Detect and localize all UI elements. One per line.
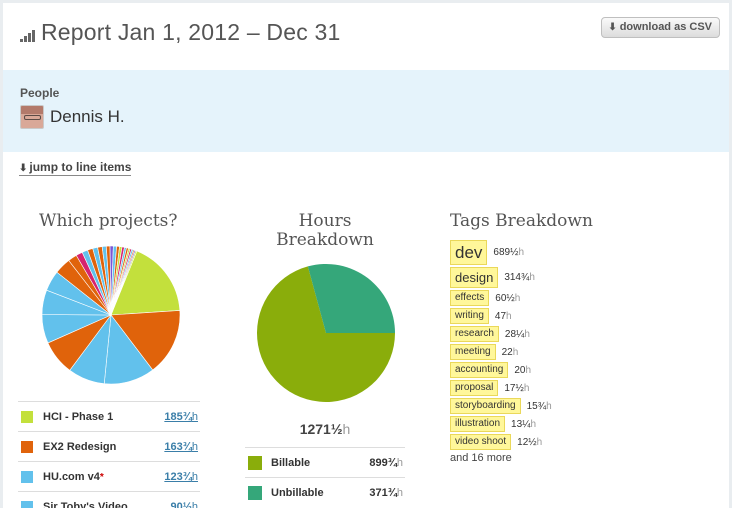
tag-hours: 12½h <box>517 436 543 448</box>
project-legend-row[interactable]: HU.com v4* 123¾h <box>18 461 200 491</box>
tag-row: effects 60½h <box>450 290 690 306</box>
tag-proposal[interactable]: proposal <box>450 380 499 396</box>
person-entry[interactable]: Dennis H. <box>20 105 125 129</box>
report-page: Report Jan 1, 2012 – Dec 31 ⬇ download as… <box>3 3 729 508</box>
legend-swatch <box>21 500 33 508</box>
project-legend-row[interactable]: Sir Toby's Video 90½h <box>18 491 200 508</box>
hours-pie-slice-0[interactable] <box>257 266 395 402</box>
tags-list: dev 689½h design 314¾h effects 60½h writing 47h… <box>450 240 690 464</box>
tag-row: proposal 17½h <box>450 380 690 396</box>
project-hours-link[interactable]: 90½h <box>170 500 198 508</box>
tag-hours: 689½h <box>493 247 525 258</box>
tag-hours: 20h <box>514 364 532 376</box>
tag-dev[interactable]: dev <box>450 240 488 265</box>
people-panel: People Dennis H. <box>3 70 729 152</box>
project-legend-row[interactable]: EX2 Redesign 163¾h <box>18 431 200 461</box>
download-arrow-icon: ⬇ <box>608 22 617 33</box>
download-csv-button[interactable]: ⬇ download as CSV <box>601 17 720 38</box>
project-name: Sir Toby's Video <box>43 500 128 508</box>
legend-swatch <box>21 410 33 423</box>
asterisk-mark: * <box>99 471 104 483</box>
legend-swatch <box>248 485 262 500</box>
tag-meeting[interactable]: meeting <box>450 344 496 360</box>
tag-hours: 17½h <box>504 382 530 394</box>
hours-legend-row: Unbillable 371¾h <box>245 477 405 507</box>
tag-row: research 28¼h <box>450 326 690 342</box>
jump-to-line-items-link[interactable]: ⬇ jump to line items <box>19 160 132 176</box>
tag-video-shoot[interactable]: video shoot <box>450 434 512 450</box>
hours-pie-slice-1[interactable] <box>307 264 395 333</box>
project-name: EX2 Redesign <box>43 440 117 453</box>
projects-legend: HCI - Phase 1 185¾h EX2 Redesign 163¾h HU.co… <box>18 401 200 508</box>
tag-row: video shoot 12½h <box>450 434 690 450</box>
project-name: HCI - Phase 1 <box>43 410 114 423</box>
tags-more-link[interactable]: and 16 more <box>450 452 512 464</box>
tag-row: illustration 13¼h <box>450 416 690 432</box>
projects-pie-slice-0[interactable] <box>110 250 181 316</box>
report-header: Report Jan 1, 2012 – Dec 31 ⬇ download as… <box>3 3 729 70</box>
project-hours-link[interactable]: 185¾h <box>164 410 198 423</box>
report-bars-icon <box>20 30 36 42</box>
tags-title: Tags Breakdown <box>450 211 593 231</box>
projects-title: Which projects? <box>39 211 178 231</box>
person-name: Dennis H. <box>50 107 125 126</box>
project-name: HU.com v4* <box>43 470 104 483</box>
hours-category: Billable <box>271 456 311 469</box>
hours-pie-chart <box>257 264 395 402</box>
tag-illustration[interactable]: illustration <box>450 416 506 432</box>
legend-swatch <box>21 440 33 453</box>
avatar <box>20 105 44 129</box>
hours-title: Hours Breakdown <box>276 211 374 250</box>
tag-hours: 60½h <box>495 292 521 304</box>
tag-row: accounting 20h <box>450 362 690 378</box>
people-label: People <box>20 86 60 100</box>
tag-storyboarding[interactable]: storyboarding <box>450 398 521 414</box>
projects-pie-slice-29[interactable] <box>110 250 138 316</box>
tag-hours: 47h <box>494 310 512 322</box>
tag-hours: 15¾h <box>526 400 552 412</box>
legend-swatch <box>21 470 33 483</box>
projects-pie-slice-1[interactable] <box>110 310 181 371</box>
hours-legend: Billable 899¾h Unbillable 371¾h <box>245 447 405 507</box>
tag-hours: 22h <box>501 346 519 358</box>
tag-row: dev 689½h <box>450 240 690 265</box>
tag-row: writing 47h <box>450 308 690 324</box>
project-legend-row[interactable]: HCI - Phase 1 185¾h <box>18 401 200 431</box>
tag-row: storyboarding 15¾h <box>450 398 690 414</box>
tag-accounting[interactable]: accounting <box>450 362 509 378</box>
hours-total: 1271½h <box>299 421 351 437</box>
tag-hours: 28¼h <box>504 328 530 340</box>
tag-research[interactable]: research <box>450 326 499 342</box>
projects-pie-chart <box>41 245 181 385</box>
tag-row: design 314¾h <box>450 267 690 288</box>
hours-value: 371¾h <box>369 486 403 499</box>
hours-legend-row: Billable 899¾h <box>245 447 405 477</box>
hours-category: Unbillable <box>271 486 324 499</box>
hours-value: 899¾h <box>369 456 403 469</box>
page-title: Report Jan 1, 2012 – Dec 31 <box>41 19 341 45</box>
tag-hours: 13¼h <box>511 418 537 430</box>
down-arrow-icon: ⬇ <box>19 163 28 174</box>
tag-design[interactable]: design <box>450 267 499 288</box>
project-hours-link[interactable]: 123¾h <box>164 470 198 483</box>
tag-row: meeting 22h <box>450 344 690 360</box>
tag-hours: 314¾h <box>504 272 535 283</box>
tag-effects[interactable]: effects <box>450 290 490 306</box>
tag-writing[interactable]: writing <box>450 308 489 324</box>
project-hours-link[interactable]: 163¾h <box>164 440 198 453</box>
legend-swatch <box>248 455 262 470</box>
